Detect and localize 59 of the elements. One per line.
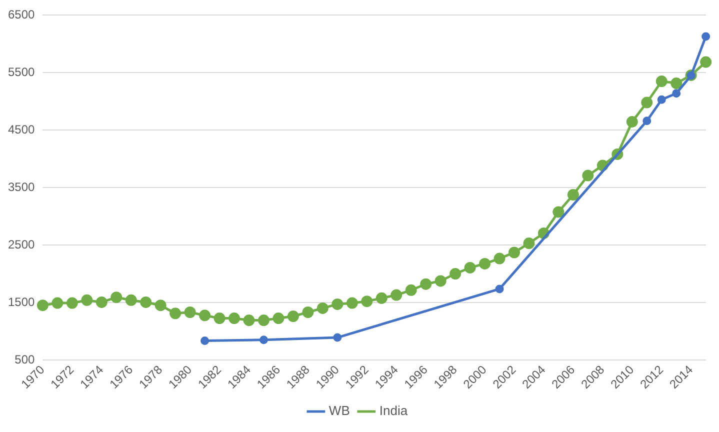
legend-label: India [379, 403, 408, 418]
point [672, 89, 681, 98]
point [656, 76, 668, 88]
point [700, 56, 712, 68]
point [272, 312, 284, 324]
point [199, 310, 211, 322]
point [641, 96, 653, 108]
point [450, 268, 462, 280]
point [170, 308, 182, 320]
point [214, 312, 226, 324]
point [243, 314, 255, 326]
point [52, 297, 64, 309]
point [552, 206, 564, 218]
y-tick-label: 5500 [8, 64, 36, 79]
point [184, 306, 196, 318]
point [642, 116, 652, 126]
point [36, 300, 48, 312]
point [96, 296, 108, 308]
point [228, 312, 240, 324]
point [464, 262, 476, 274]
point [523, 238, 535, 250]
point [508, 246, 520, 258]
point [582, 170, 594, 182]
y-tick-label: 500 [14, 352, 36, 366]
point [81, 294, 93, 306]
point [332, 298, 344, 310]
point [626, 116, 638, 128]
point [140, 296, 152, 308]
point [702, 32, 710, 41]
point [154, 300, 166, 312]
point [376, 292, 388, 304]
point [670, 78, 682, 90]
point [494, 252, 506, 264]
point [125, 294, 137, 306]
y-tick-label: 1500 [8, 294, 36, 309]
point [346, 297, 358, 309]
point [110, 292, 122, 304]
point [259, 336, 268, 344]
y-tick-label: 2500 [8, 237, 36, 252]
point [434, 275, 446, 287]
point [361, 296, 373, 308]
point [567, 189, 579, 201]
point [420, 278, 432, 290]
y-tick-label: 3500 [8, 180, 36, 194]
point [316, 302, 328, 314]
point [657, 95, 666, 104]
point [200, 336, 210, 345]
y-tick-label: 6500 [8, 8, 36, 22]
point [287, 310, 299, 322]
point [390, 289, 402, 301]
point [405, 284, 417, 296]
point [479, 258, 491, 270]
point [258, 314, 270, 326]
y-tick-label: 4500 [8, 122, 36, 136]
point [495, 284, 504, 294]
point [302, 306, 314, 318]
point [333, 333, 342, 342]
legend-label: WB [328, 403, 350, 418]
point [66, 297, 78, 309]
